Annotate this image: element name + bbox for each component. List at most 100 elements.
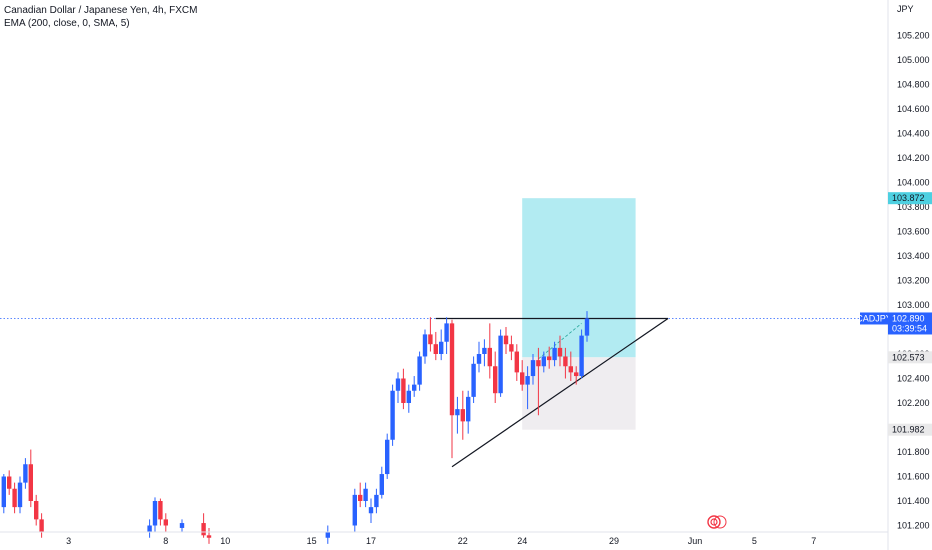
- candle-body: [34, 501, 39, 520]
- candle-up: [476, 341, 482, 373]
- candle-body: [152, 501, 158, 526]
- candle-body: [433, 344, 438, 354]
- drawings-layer[interactable]: [0, 317, 888, 468]
- candle-up: [23, 458, 28, 489]
- candle-up: [406, 384, 411, 413]
- time-tick-label: 3: [66, 536, 71, 546]
- stop-zone[interactable]: [522, 357, 636, 430]
- candle-body: [466, 396, 471, 422]
- candle-body: [476, 354, 482, 364]
- bullseye-shadow: [713, 515, 727, 529]
- candle-down: [358, 482, 363, 508]
- candle-down: [503, 327, 509, 354]
- candle-body: [487, 347, 492, 367]
- price-axis[interactable]: JPY101.200101.400101.600101.800102.00010…: [887, 0, 930, 550]
- long-position-tool[interactable]: [522, 198, 636, 430]
- candle-up: [395, 372, 401, 403]
- price-tick-label: 101.200: [897, 521, 930, 531]
- candle-up: [179, 519, 185, 532]
- price-tick-label: 104.000: [897, 178, 930, 188]
- candle-down: [514, 344, 519, 381]
- price-tick-label: 101.800: [897, 447, 930, 457]
- candle-down: [493, 351, 498, 403]
- candle-up: [363, 482, 368, 508]
- candle-body: [509, 344, 514, 352]
- candle-body: [482, 347, 487, 354]
- candle-body: [352, 494, 357, 526]
- candle-up: [379, 466, 384, 499]
- candle-up: [455, 396, 460, 434]
- candle-body: [12, 488, 17, 508]
- time-tick-label: Jun: [688, 536, 703, 546]
- candle-body: [530, 360, 536, 377]
- candle-body: [179, 523, 185, 528]
- stop-price-tag: [888, 423, 932, 436]
- candle-body: [17, 482, 23, 508]
- candle-body: [574, 372, 579, 377]
- candle-body: [493, 366, 498, 394]
- candle-body: [439, 341, 444, 354]
- time-tick-label: 15: [307, 536, 317, 546]
- candles-layer: [1, 311, 590, 544]
- indicator-legend[interactable]: EMA (200, close, 0, SMA, 5): [4, 18, 130, 29]
- candle-body: [390, 390, 395, 440]
- candle-body: [374, 494, 379, 508]
- time-tick-label: 17: [366, 536, 376, 546]
- candle-down: [563, 347, 568, 379]
- symbol-title[interactable]: Canadian Dollar / Japanese Yen, 4h, FXCM: [4, 5, 198, 16]
- candle-up: [374, 488, 379, 514]
- price-tick-label: 102.200: [897, 398, 930, 408]
- candle-down: [428, 317, 433, 352]
- candle-body: [536, 360, 541, 367]
- candle-body: [498, 335, 503, 394]
- candle-up: [579, 329, 584, 379]
- candle-up: [417, 351, 422, 391]
- candle-up: [439, 329, 444, 361]
- candle-down: [401, 368, 406, 410]
- candle-up: [471, 356, 476, 403]
- entry-price-label: 102.573: [892, 352, 925, 362]
- candle-body: [460, 409, 465, 422]
- candle-down: [547, 346, 552, 369]
- candle-down: [12, 482, 17, 514]
- candle-down: [460, 390, 465, 440]
- candle-down: [158, 498, 163, 526]
- last-price-label: 102.890: [892, 313, 925, 323]
- candle-body: [368, 507, 374, 514]
- target-price-label: 103.872: [892, 193, 925, 203]
- candle-body: [147, 525, 152, 532]
- candle-body: [363, 488, 368, 501]
- entry-price-tag: [888, 351, 932, 364]
- time-tick-label: 8: [163, 536, 168, 546]
- price-tick-label: 103.000: [897, 300, 930, 310]
- price-tick-label: 104.400: [897, 129, 930, 139]
- time-axis[interactable]: ay38101517222429Jun57: [0, 531, 888, 546]
- bullseye-icon[interactable]: [707, 515, 727, 529]
- misc-layer: [707, 515, 727, 529]
- support-trendline[interactable]: [451, 317, 669, 468]
- candle-up: [17, 476, 23, 514]
- candle-body: [520, 372, 525, 385]
- candle-up: [498, 329, 503, 397]
- candle-body: [568, 366, 573, 373]
- candle-body: [325, 531, 330, 538]
- candle-body: [541, 356, 546, 367]
- candle-body: [471, 363, 476, 397]
- candle-up: [385, 433, 390, 479]
- candle-up: [352, 488, 357, 532]
- candle-body: [422, 334, 428, 357]
- candle-up: [368, 498, 374, 524]
- price-tick-label: 101.600: [897, 472, 930, 482]
- candle-body: [412, 384, 417, 391]
- candle-down: [7, 470, 12, 495]
- candle-body: [206, 535, 212, 538]
- target-zone[interactable]: [522, 198, 636, 358]
- candle-down: [433, 331, 438, 361]
- candle-up: [584, 311, 590, 342]
- candle-down: [39, 513, 44, 538]
- time-tick-label: 29: [609, 536, 619, 546]
- candle-up: [541, 351, 546, 373]
- price-tick-label: 102.400: [897, 374, 930, 384]
